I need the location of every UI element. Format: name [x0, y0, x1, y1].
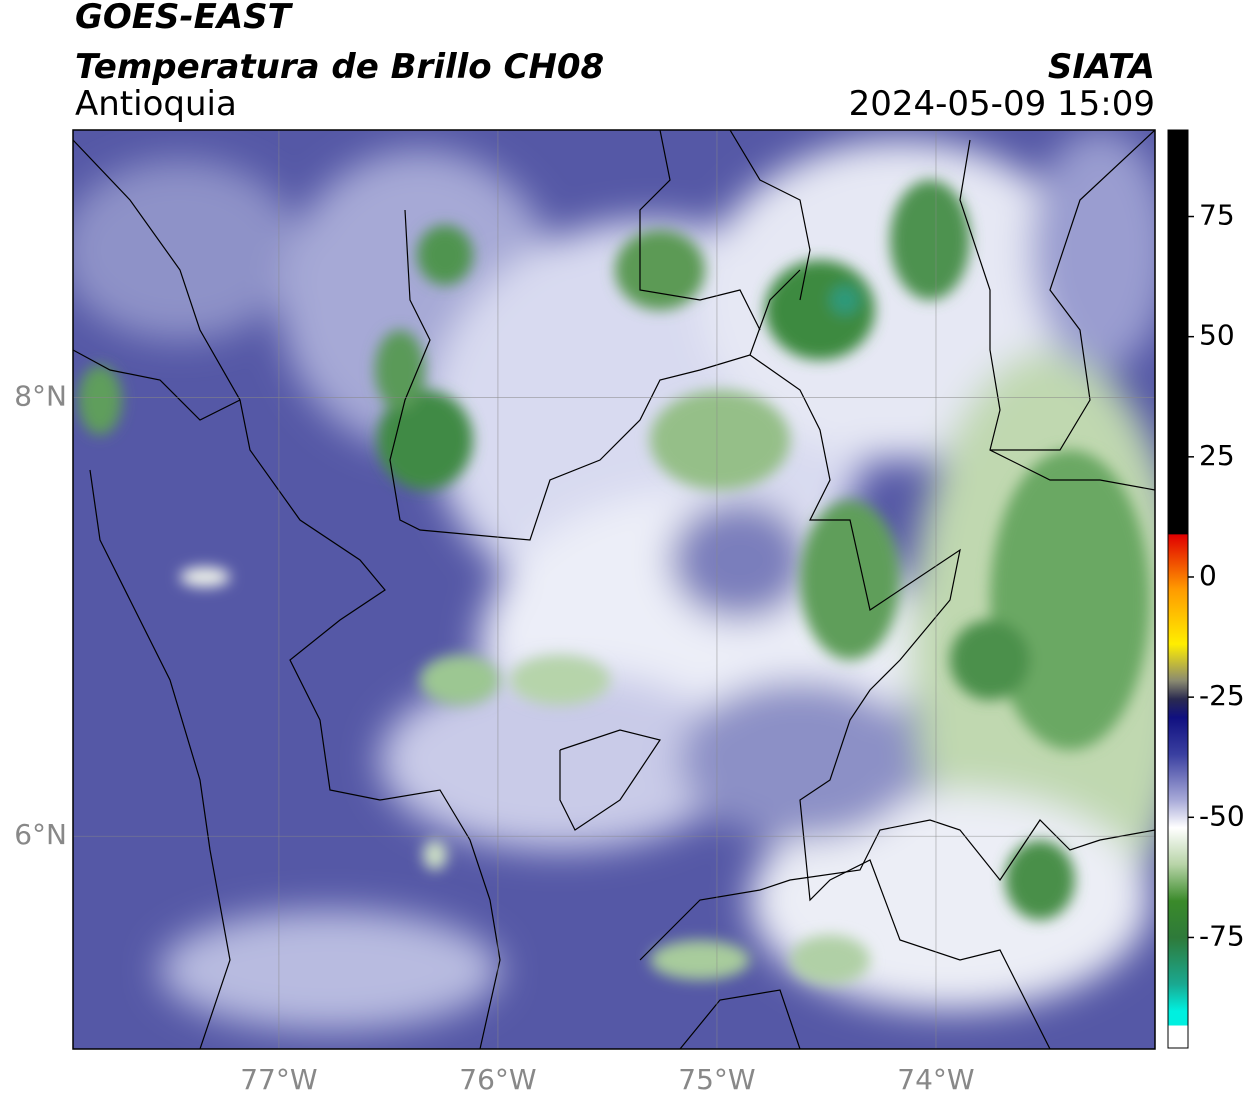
colorbar-tick-label: 50 — [1199, 319, 1235, 352]
datetime: 2024-05-09 15:09 — [849, 84, 1155, 124]
lat-label: 8°N — [14, 380, 67, 413]
colorbar-tick-label: 75 — [1199, 199, 1235, 232]
satellite-name: GOES-EAST — [75, 0, 294, 37]
colorbar-tick-label: -50 — [1199, 799, 1245, 832]
grid — [73, 130, 1155, 1049]
agency: SIATA — [1048, 47, 1155, 87]
imagery — [73, 130, 1155, 1049]
colorbar — [1167, 129, 1189, 1049]
lon-label: 74°W — [897, 1063, 974, 1096]
lon-label: 77°W — [240, 1063, 317, 1096]
title: Temperatura de Brillo CH08 — [75, 47, 604, 87]
colorbar-tick-label: 25 — [1199, 439, 1235, 472]
lat-label: 6°N — [14, 818, 67, 851]
region: Antioquia — [75, 84, 237, 124]
lon-label: 76°W — [459, 1063, 536, 1096]
colorbar-tick-label: -75 — [1199, 919, 1245, 952]
lon-label: 75°W — [678, 1063, 755, 1096]
colorbar-tick-label: 0 — [1199, 559, 1217, 592]
colorbar-tick-label: -25 — [1199, 679, 1245, 712]
map-frame — [72, 129, 1156, 1050]
